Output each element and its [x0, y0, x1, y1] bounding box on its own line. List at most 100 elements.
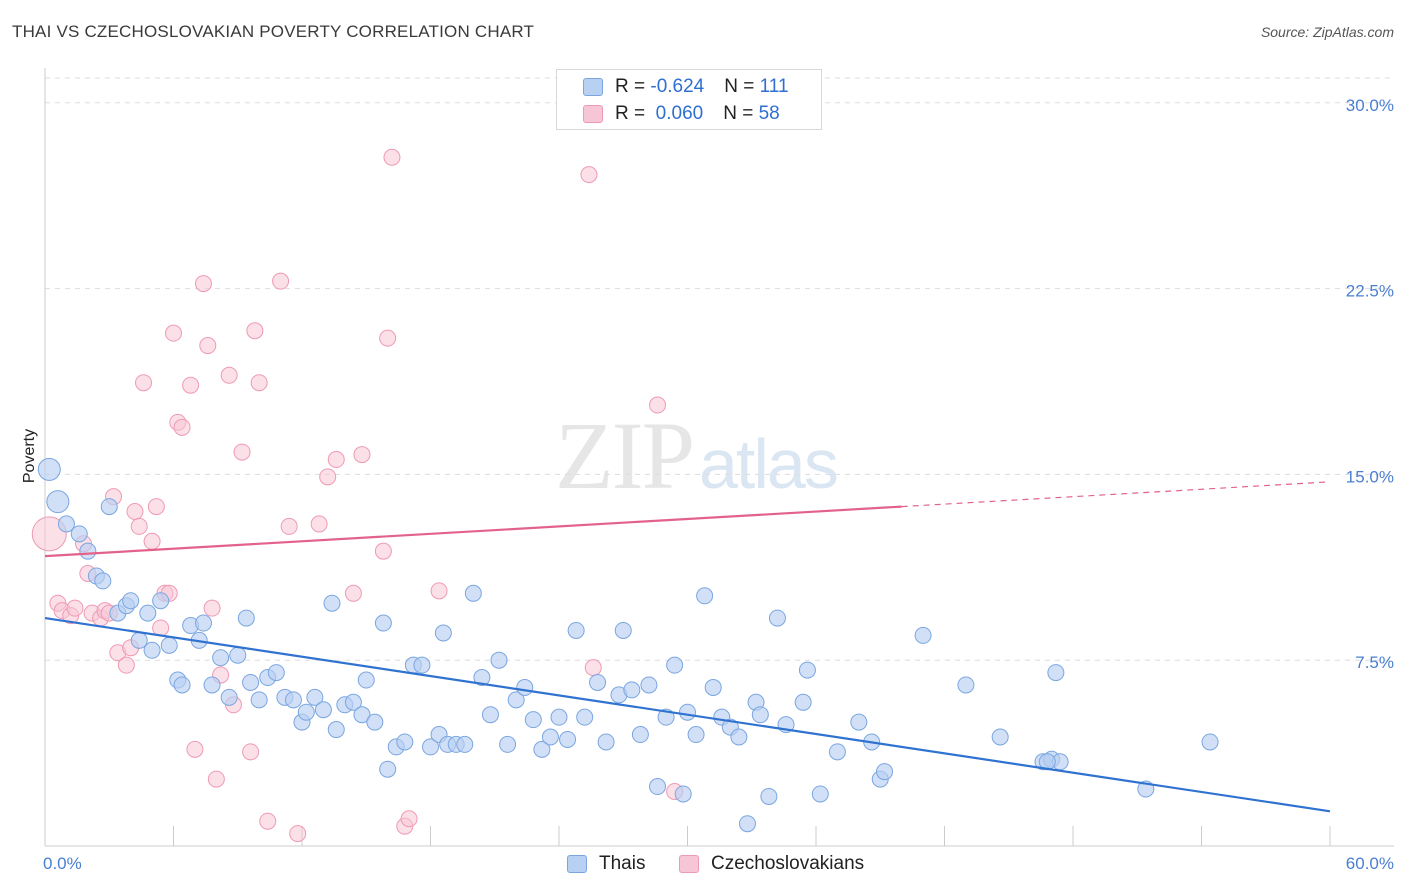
thais-point — [100, 498, 118, 516]
czech-point — [186, 740, 204, 758]
thais-r-label: R = — [615, 76, 651, 97]
czech-trend-extension — [901, 481, 1331, 508]
bottom-thais-swatch — [567, 855, 587, 873]
czech-point — [194, 275, 212, 293]
thais-point — [94, 572, 112, 590]
czech-point — [353, 446, 371, 464]
thais-point — [576, 708, 594, 726]
thais-point — [237, 609, 255, 627]
thais-point — [314, 701, 332, 719]
czech-n-value: 58 — [758, 103, 780, 124]
thais-point — [413, 656, 431, 674]
thais-point — [297, 703, 315, 721]
thais-point — [481, 706, 499, 724]
czech-point — [182, 376, 200, 394]
thais-point — [79, 542, 97, 560]
thais-point — [614, 621, 632, 639]
y-tick-label: 15.0% — [1346, 467, 1394, 486]
bottom-thais-label: Thais — [599, 853, 646, 874]
thais-point — [666, 656, 684, 674]
czech-point — [173, 418, 191, 436]
thais-point — [160, 636, 178, 654]
thais-point — [640, 676, 658, 694]
thais-point — [914, 626, 932, 644]
thais-point — [751, 706, 769, 724]
thais-point — [344, 693, 362, 711]
thais-point — [687, 726, 705, 744]
czech-point — [250, 374, 268, 392]
x-tick-label: 0.0% — [43, 854, 82, 873]
thais-point — [152, 592, 170, 610]
thais-point — [674, 785, 692, 803]
thais-swatch — [583, 78, 603, 96]
thais-point — [242, 673, 260, 691]
bottom-czech-swatch — [679, 855, 699, 873]
czech-point — [379, 329, 397, 347]
czech-point — [272, 272, 290, 290]
thais-point — [143, 641, 161, 659]
thais-point — [306, 688, 324, 706]
legend-row-thais: R = -0.624 N = 111 — [583, 75, 789, 99]
thais-point — [798, 661, 816, 679]
czech-point — [310, 515, 328, 533]
thais-point — [768, 609, 786, 627]
thais-point — [267, 664, 285, 682]
thais-n-value: 111 — [759, 76, 789, 97]
thais-point — [507, 691, 525, 709]
thais-point — [473, 669, 491, 687]
thais-point — [760, 787, 778, 805]
thais-point — [490, 651, 508, 669]
thais-point — [499, 735, 517, 753]
czech-point — [280, 517, 298, 535]
thais-point — [374, 614, 392, 632]
czech-r-value: 0.060 — [650, 103, 704, 124]
czech-point — [580, 166, 598, 184]
y-tick-label: 7.5% — [1355, 653, 1394, 672]
czech-n-label: N = — [723, 103, 759, 124]
thais-point — [559, 730, 577, 748]
thais-point — [353, 706, 371, 724]
thais-point — [533, 740, 551, 758]
czech-point — [383, 148, 401, 166]
thais-point — [70, 525, 88, 543]
thais-point — [811, 785, 829, 803]
thais-point — [524, 711, 542, 729]
y-axis-title: Poverty — [21, 429, 38, 483]
czech-point — [400, 810, 418, 828]
watermark-atlas: atlas — [699, 425, 839, 503]
thais-point — [422, 738, 439, 756]
czech-point — [374, 542, 392, 560]
thais-point — [567, 621, 585, 639]
thais-point — [679, 703, 696, 721]
thais-point — [828, 743, 846, 761]
czech-point — [199, 337, 217, 355]
czech-r-label: R = — [615, 103, 651, 124]
thais-point — [327, 721, 345, 739]
czech-point — [165, 324, 182, 342]
thais-point — [876, 763, 894, 781]
czech-point — [246, 322, 264, 340]
czech-point — [117, 656, 135, 674]
czech-point — [220, 366, 238, 384]
thais-point — [220, 688, 238, 706]
czech-point — [584, 659, 602, 677]
thais-point — [122, 592, 140, 610]
czech-point — [242, 743, 260, 761]
y-tick-label: 30.0% — [1346, 96, 1394, 115]
czech-point — [430, 582, 448, 600]
thais-point — [323, 594, 341, 612]
thais-point — [649, 778, 667, 796]
czech-point — [649, 396, 667, 414]
x-tick-label: 60.0% — [1346, 854, 1394, 873]
thais-point — [464, 584, 482, 602]
czech-point — [126, 503, 144, 521]
czech-point — [207, 770, 225, 788]
thais-point — [284, 691, 302, 709]
thais-point — [456, 735, 474, 753]
bottom-czech-label: Czechoslovakians — [711, 853, 865, 874]
thais-point — [229, 646, 247, 664]
thais-point — [357, 671, 375, 689]
czech-point — [147, 498, 165, 516]
thais-point — [589, 673, 607, 691]
